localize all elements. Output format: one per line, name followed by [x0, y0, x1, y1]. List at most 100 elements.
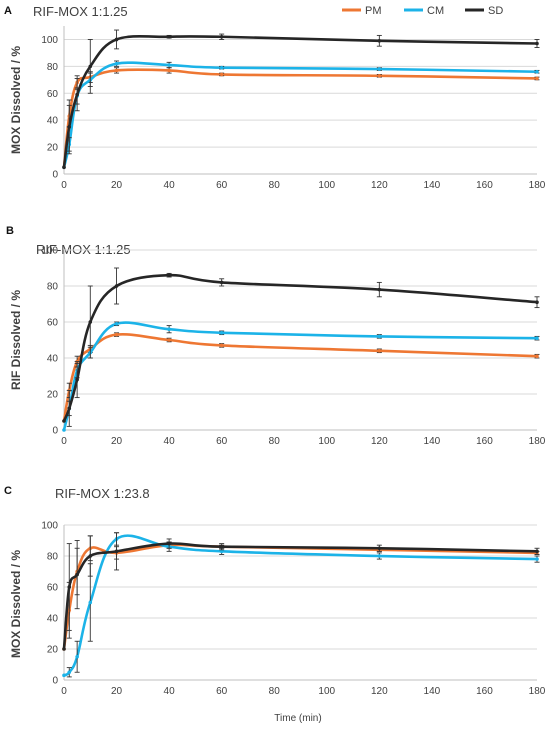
series-line-a-pm — [62, 68, 539, 169]
data-point-c-sd-5 — [75, 572, 79, 577]
x-tick-label-c-120: 120 — [371, 686, 388, 697]
x-tick-label-c-0: 0 — [61, 686, 67, 697]
y-tick-label-b-20: 20 — [47, 390, 59, 401]
y-tick-label-c-100: 100 — [41, 521, 58, 532]
x-tick-label-c-60: 60 — [216, 686, 228, 697]
data-point-b-cm-40 — [167, 327, 171, 332]
data-point-b-pm-20 — [114, 332, 119, 337]
series-line-a-sd — [62, 34, 539, 169]
y-tick-label-c-20: 20 — [47, 645, 59, 656]
x-tick-label-c-20: 20 — [111, 686, 123, 697]
data-point-b-pm-180 — [535, 354, 539, 359]
data-point-c-cm-120 — [377, 554, 382, 558]
data-point-c-sd-20 — [114, 549, 119, 554]
data-point-c-sd-2 — [67, 585, 72, 589]
data-point-c-sd-120 — [377, 546, 382, 551]
data-point-c-cm-180 — [535, 557, 539, 561]
data-point-b-cm-180 — [535, 336, 539, 341]
data-point-a-cm-120 — [377, 67, 382, 71]
x-tick-label-a-180: 180 — [529, 180, 546, 191]
data-point-c-sd-40 — [167, 541, 171, 546]
x-tick-label-a-40: 40 — [164, 180, 176, 191]
y-tick-label-b-80: 80 — [47, 282, 59, 293]
data-point-b-cm-120 — [377, 334, 382, 339]
y-tick-label-c-0: 0 — [52, 676, 58, 687]
legend-label-cm: CM — [427, 5, 444, 17]
data-point-a-sd-40 — [167, 34, 171, 39]
panel-b: B RIF-MOX 1:1.25 RIF Dissolved / % 02040… — [6, 225, 546, 447]
x-tick-label-b-60: 60 — [216, 436, 228, 447]
data-point-a-cm-180 — [535, 69, 539, 74]
x-tick-label-b-40: 40 — [164, 436, 176, 447]
panel-c: C RIF-MOX 1:23.8 MOX Dissolved / % 0 20 40… — [4, 485, 546, 724]
panel-letter-a: A — [4, 5, 12, 17]
x-tick-label-a-60: 60 — [216, 180, 228, 191]
data-point-c-cm-2 — [67, 670, 72, 675]
legend-label-sd: SD — [488, 5, 503, 17]
legend-label-pm: PM — [365, 5, 382, 17]
data-point-c-sd-180 — [535, 549, 539, 554]
data-point-c-cm-5 — [75, 654, 79, 659]
data-point-b-pm-40 — [167, 338, 171, 342]
data-point-b-sd-60 — [219, 280, 224, 285]
data-point-b-pm-120 — [377, 349, 382, 353]
data-point-a-sd-2 — [67, 125, 72, 129]
data-point-b-sd-2 — [67, 406, 72, 411]
data-point-a-sd-60 — [219, 34, 224, 39]
data-point-a-sd-0 — [62, 165, 66, 170]
data-point-c-sd-60 — [219, 544, 224, 549]
x-tick-label-c-140: 140 — [424, 686, 441, 697]
x-tick-label-a-120: 120 — [371, 180, 388, 191]
data-point-b-cm-20 — [114, 322, 119, 326]
x-tick-label-a-80: 80 — [269, 180, 281, 191]
y-tick-label-a-0: 0 — [52, 170, 58, 181]
y-tick-label-a-40: 40 — [47, 116, 59, 127]
y-tick-label-b-0: 0 — [52, 426, 58, 437]
x-tick-label-b-160: 160 — [476, 436, 493, 447]
series-line-c-pm — [62, 543, 539, 651]
data-point-c-sd-10 — [88, 554, 93, 558]
data-point-a-cm-40 — [167, 63, 171, 67]
x-tick-label-b-140: 140 — [424, 436, 441, 447]
data-point-b-cm-0 — [62, 428, 66, 432]
data-point-b-sd-10 — [88, 320, 93, 324]
data-point-b-sd-0 — [62, 419, 66, 423]
x-tick-label-c-180: 180 — [529, 686, 546, 697]
data-point-a-sd-5 — [75, 92, 79, 97]
y-tick-label-b-100: 100 — [41, 246, 58, 257]
series-line-c-sd — [62, 542, 539, 651]
y-axis-label-a: MOX Dissolved / % — [9, 46, 23, 154]
data-point-b-sd-180 — [535, 300, 539, 305]
x-tick-label-c-40: 40 — [164, 686, 176, 697]
x-tick-label-a-160: 160 — [476, 180, 493, 191]
data-point-b-pm-60 — [219, 343, 224, 348]
y-axis-label-c: MOX Dissolved / % — [9, 550, 23, 658]
data-point-c-sd-0 — [62, 647, 66, 651]
x-tick-label-b-80: 80 — [269, 436, 281, 447]
data-point-c-cm-60 — [219, 549, 224, 554]
legend: PM CM SD — [342, 5, 503, 17]
data-point-a-pm-40 — [167, 68, 171, 73]
data-point-a-sd-120 — [377, 39, 382, 43]
x-tick-label-b-0: 0 — [61, 436, 67, 447]
x-tick-label-c-160: 160 — [476, 686, 493, 697]
x-tick-label-a-0: 0 — [61, 180, 67, 191]
x-tick-label-c-80: 80 — [269, 686, 281, 697]
y-axis-label-b: RIF Dissolved / % — [9, 290, 23, 390]
data-point-a-sd-10 — [88, 64, 93, 69]
data-point-a-pm-60 — [219, 72, 224, 77]
x-tick-label-c-100: 100 — [318, 686, 335, 697]
x-tick-label-b-180: 180 — [529, 436, 546, 447]
y-tick-label-a-100: 100 — [41, 35, 58, 46]
series-line-b-pm — [62, 332, 539, 423]
data-point-a-pm-20 — [114, 68, 119, 73]
data-point-b-sd-20 — [114, 284, 119, 288]
data-point-b-sd-120 — [377, 287, 382, 292]
data-point-c-cm-10 — [88, 600, 93, 605]
data-point-a-sd-20 — [114, 37, 119, 42]
x-tick-label-b-120: 120 — [371, 436, 388, 447]
data-point-b-sd-40 — [167, 273, 171, 278]
plot-area-b: 0 20 40 60 80 100 0 20 40 60 80 100 120 140 160 180 — [41, 246, 545, 448]
data-point-a-sd-180 — [535, 41, 539, 46]
